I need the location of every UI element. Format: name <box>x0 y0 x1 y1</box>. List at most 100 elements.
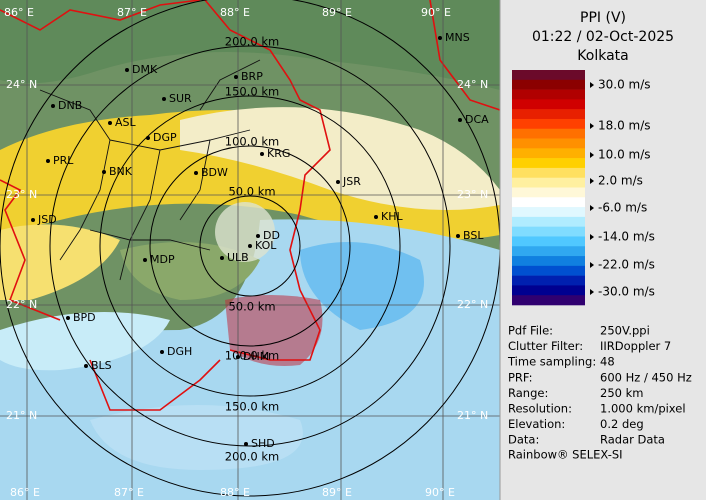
legend-tick <box>590 205 594 211</box>
range-label: 100.0 km <box>225 135 279 149</box>
range-label: 150.0 km <box>225 85 279 99</box>
legend-tick <box>590 178 594 184</box>
city-dot <box>458 118 462 122</box>
city-dot <box>194 171 198 175</box>
city-dot <box>220 256 224 260</box>
city-label: BNK <box>109 165 133 178</box>
city-label: DGP <box>153 131 177 144</box>
lat-label: 24° N <box>6 78 37 91</box>
state-border <box>0 0 500 411</box>
city-label: KRG <box>267 147 290 160</box>
city-dot <box>31 218 35 222</box>
lat-label: 24° N <box>457 78 488 91</box>
color-swatch <box>512 216 585 227</box>
color-swatch <box>512 99 585 110</box>
city-label: BLS <box>91 359 112 372</box>
info-value: 1.000 km/pixel <box>600 402 686 416</box>
color-swatch <box>512 265 585 276</box>
legend-label: 2.0 m/s <box>598 174 643 188</box>
city-dot <box>456 234 460 238</box>
city-label: DNB <box>58 99 82 112</box>
lat-label: 23° N <box>6 188 37 201</box>
city-dot <box>236 355 240 359</box>
info-label: PRF: <box>508 370 533 384</box>
legend-label: 10.0 m/s <box>598 148 651 162</box>
city-dot <box>146 136 150 140</box>
lon-label: 87° E <box>114 486 144 499</box>
lon-label: 88° E <box>220 486 250 499</box>
legend-tick <box>590 234 594 240</box>
range-label: 50.0 km <box>228 185 275 199</box>
graticule <box>0 0 500 500</box>
map: 200.0 km 150.0 km 100.0 km 50.0 km 50.0 … <box>0 0 500 500</box>
city-label: KHL <box>381 210 403 223</box>
echo-cyan <box>300 242 424 330</box>
city-dot <box>102 170 106 174</box>
info-value: 250 km <box>600 386 643 400</box>
city-label: PRL <box>53 154 74 167</box>
lon-label: 87° E <box>117 6 147 19</box>
info-label: Resolution: <box>508 402 572 416</box>
city-label: JSD <box>37 213 57 226</box>
lon-label: 88° E <box>220 6 250 19</box>
sundarbans <box>225 295 323 366</box>
city-dot <box>160 350 164 354</box>
info-value: 0.2 deg <box>600 417 644 431</box>
city-dot <box>143 258 147 262</box>
footer: Rainbow® SELEX-SI <box>508 448 623 462</box>
city-dot <box>234 75 238 79</box>
info: Pdf File: 250V.ppi Clutter Filter: IIRDoppl… <box>507 324 692 447</box>
city-dot <box>374 215 378 219</box>
legend-label: -14.0 m/s <box>598 230 655 244</box>
city-label: KOL <box>255 239 277 252</box>
lat-label: 23° N <box>457 188 488 201</box>
echo-cream <box>180 107 500 210</box>
color-swatch <box>512 138 585 149</box>
color-swatch <box>512 148 585 159</box>
lon-label: 89° E <box>322 6 352 19</box>
city-label: SUR <box>169 92 192 105</box>
legend-tick <box>590 262 594 268</box>
info-label: Time sampling: <box>507 355 596 369</box>
info-label: Clutter Filter: <box>508 339 583 353</box>
city-dot <box>66 316 70 320</box>
range-label: 150.0 km <box>225 400 279 414</box>
city-dot <box>256 234 260 238</box>
legend-label: -22.0 m/s <box>598 258 655 272</box>
city-label: DGH <box>167 345 192 358</box>
site: Kolkata <box>577 48 628 64</box>
city-label: DHM <box>243 350 269 363</box>
color-swatch <box>512 295 585 306</box>
range-rings <box>0 0 500 497</box>
city-label: MNS <box>445 31 470 44</box>
city-dot <box>438 36 442 40</box>
color-swatch <box>512 236 585 247</box>
color-swatch <box>512 197 585 208</box>
range-label: 200.0 km <box>225 35 279 49</box>
city-dot <box>51 104 55 108</box>
info-value: Radar Data <box>600 433 665 447</box>
city-dot <box>162 97 166 101</box>
legend-label: 18.0 m/s <box>598 119 651 133</box>
city-dot <box>244 442 248 446</box>
city-label: BSL <box>463 229 484 242</box>
color-swatch <box>512 109 585 120</box>
cities: MNS DMK BRP DNB SUR DCA ASL DGP KRG PRL BNK BDW JSR J… <box>31 31 489 450</box>
city-label: DD <box>263 229 280 242</box>
echo-lightcyan <box>0 312 170 371</box>
info-value: 250V.ppi <box>600 324 650 338</box>
color-swatch <box>512 158 585 169</box>
city-dot <box>108 121 112 125</box>
color-swatch <box>512 275 585 286</box>
lon-label: 89° E <box>322 486 352 499</box>
legend-label: 30.0 m/s <box>598 78 651 92</box>
range-label: 50.0 km <box>228 300 275 314</box>
city-dot <box>336 180 340 184</box>
range-label: 100.0 km <box>225 349 279 363</box>
info-label: Pdf File: <box>508 324 553 338</box>
lat-label: 21° N <box>6 409 37 422</box>
city-label: BPD <box>73 311 96 324</box>
color-swatch <box>512 167 585 179</box>
terrain-north <box>0 0 500 90</box>
